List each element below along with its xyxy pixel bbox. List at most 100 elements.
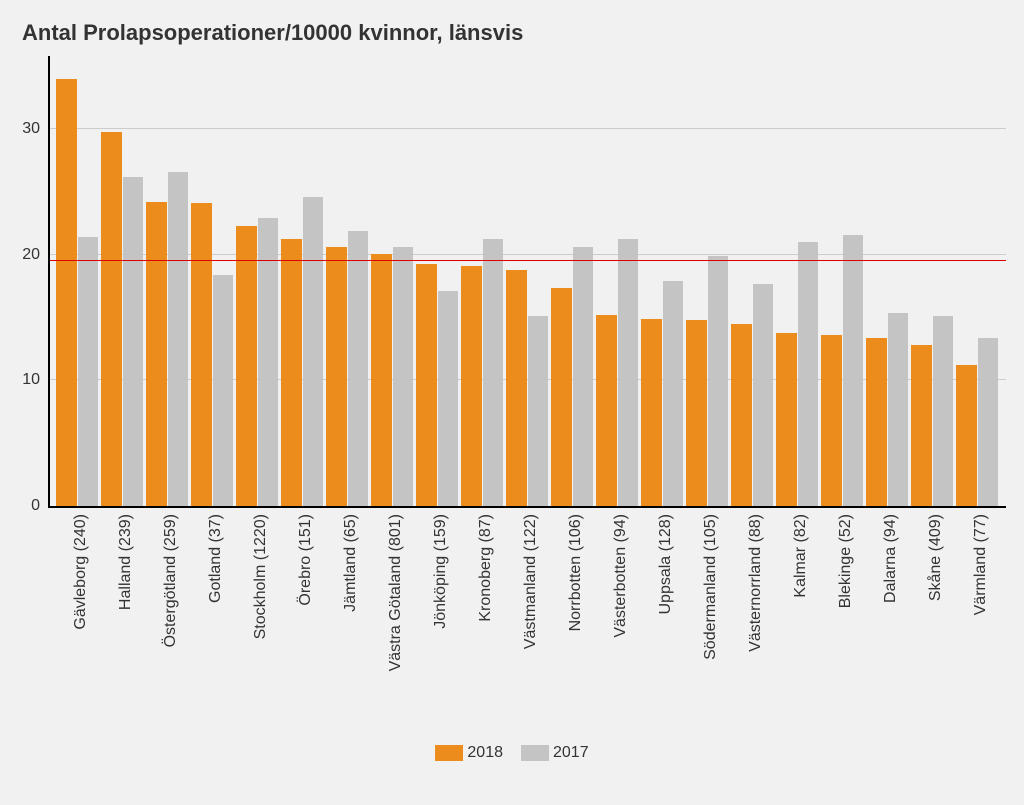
x-axis-label: Östergötland (259) <box>162 514 180 647</box>
bar-2018 <box>461 266 482 506</box>
x-label-slot: Gävleborg (240) <box>60 514 102 736</box>
x-label-slot: Jönköping (159) <box>420 514 462 736</box>
bar-2018 <box>686 320 707 506</box>
bar-pair <box>776 242 818 506</box>
x-axis-label: Skåne (409) <box>927 514 945 601</box>
bar-pair <box>866 313 908 506</box>
bar-2017 <box>438 291 459 506</box>
bar-2018 <box>101 132 122 506</box>
bar-2017 <box>843 235 864 506</box>
bar-2018 <box>776 333 797 506</box>
bar-pair <box>56 79 98 506</box>
x-axis-label: Uppsala (128) <box>657 514 675 615</box>
bar-2018 <box>821 335 842 506</box>
x-axis-label: Gotland (37) <box>207 514 225 603</box>
bar-pair <box>506 270 548 506</box>
x-axis-label: Västmanland (122) <box>522 514 540 649</box>
y-tick-label: 10 <box>10 371 40 389</box>
bar-2018 <box>416 264 437 506</box>
bar-2017 <box>528 316 549 506</box>
x-label-slot: Västernorrland (88) <box>735 514 777 736</box>
x-label-slot: Gotland (37) <box>195 514 237 736</box>
bar-2018 <box>911 345 932 506</box>
bar-2017 <box>213 275 234 506</box>
plot-area: 0102030 <box>48 56 1006 508</box>
x-axis-labels: Gävleborg (240) Halland (239) Östergötland… <box>54 514 1012 736</box>
bar-2018 <box>371 254 392 506</box>
bar-2017 <box>978 338 999 506</box>
bar-2018 <box>146 202 167 506</box>
x-label-slot: Värmland (77) <box>960 514 1002 736</box>
x-axis-label: Kalmar (82) <box>792 514 810 598</box>
bar-2017 <box>303 197 324 506</box>
bar-2018 <box>506 270 527 506</box>
bar-pair <box>641 281 683 506</box>
bar-pair <box>821 235 863 506</box>
x-label-slot: Uppsala (128) <box>645 514 687 736</box>
bar-pair <box>551 247 593 506</box>
bar-2018 <box>956 365 977 506</box>
bar-2017 <box>663 281 684 506</box>
x-axis-label: Västernorrland (88) <box>747 514 765 652</box>
x-label-slot: Örebro (151) <box>285 514 327 736</box>
x-axis-label: Jönköping (159) <box>432 514 450 629</box>
y-tick-label: 20 <box>10 246 40 264</box>
bar-pair <box>461 239 503 506</box>
bar-pair <box>281 197 323 506</box>
y-tick-label: 30 <box>10 120 40 138</box>
x-label-slot: Skåne (409) <box>915 514 957 736</box>
y-tick-label: 0 <box>10 497 40 515</box>
bar-2018 <box>236 226 257 506</box>
bar-2018 <box>641 319 662 506</box>
x-label-slot: Kalmar (82) <box>780 514 822 736</box>
bar-2017 <box>78 237 99 506</box>
x-label-slot: Norrbotten (106) <box>555 514 597 736</box>
bar-2017 <box>753 284 774 506</box>
bar-2017 <box>348 231 369 506</box>
bar-pair <box>146 172 188 506</box>
x-axis-label: Blekinge (52) <box>837 514 855 608</box>
bar-2017 <box>798 242 819 506</box>
x-label-slot: Västmanland (122) <box>510 514 552 736</box>
x-label-slot: Halland (239) <box>105 514 147 736</box>
bar-pair <box>371 247 413 506</box>
bar-2018 <box>191 203 212 506</box>
x-axis-label: Kronoberg (87) <box>477 514 495 622</box>
bar-2018 <box>281 239 302 506</box>
x-axis-label: Värmland (77) <box>972 514 990 615</box>
reference-line <box>50 260 1006 262</box>
x-label-slot: Kronoberg (87) <box>465 514 507 736</box>
x-label-slot: Östergötland (259) <box>150 514 192 736</box>
bar-2017 <box>888 313 909 506</box>
bar-pair <box>236 218 278 506</box>
bar-2018 <box>56 79 77 506</box>
x-axis-label: Örebro (151) <box>297 514 315 606</box>
x-axis-label: Halland (239) <box>117 514 135 610</box>
bar-pair <box>596 239 638 506</box>
x-label-slot: Blekinge (52) <box>825 514 867 736</box>
chart-container: Antal Prolapsoperationer/10000 kvinnor, … <box>18 20 1006 805</box>
bar-2018 <box>731 324 752 506</box>
bar-2017 <box>123 177 144 506</box>
bar-pair <box>101 132 143 506</box>
x-axis-label: Gävleborg (240) <box>72 514 90 630</box>
bar-pair <box>956 338 998 506</box>
bar-2018 <box>866 338 887 506</box>
bar-2018 <box>326 247 347 506</box>
bar-2017 <box>618 239 639 506</box>
x-label-slot: Södermanland (105) <box>690 514 732 736</box>
x-label-slot: Stockholm (1220) <box>240 514 282 736</box>
bar-2017 <box>393 247 414 506</box>
x-axis-label: Södermanland (105) <box>702 514 720 660</box>
bar-2017 <box>708 256 729 506</box>
bar-2018 <box>596 315 617 506</box>
bars-group <box>50 56 1006 506</box>
bar-pair <box>191 203 233 506</box>
legend-swatch-2018 <box>435 745 463 761</box>
bar-2017 <box>258 218 279 506</box>
legend-swatch-2017 <box>521 745 549 761</box>
x-axis-label: Jämtland (65) <box>342 514 360 612</box>
x-label-slot: Västerbotten (94) <box>600 514 642 736</box>
bar-pair <box>911 316 953 506</box>
chart-title: Antal Prolapsoperationer/10000 kvinnor, … <box>22 20 1006 46</box>
